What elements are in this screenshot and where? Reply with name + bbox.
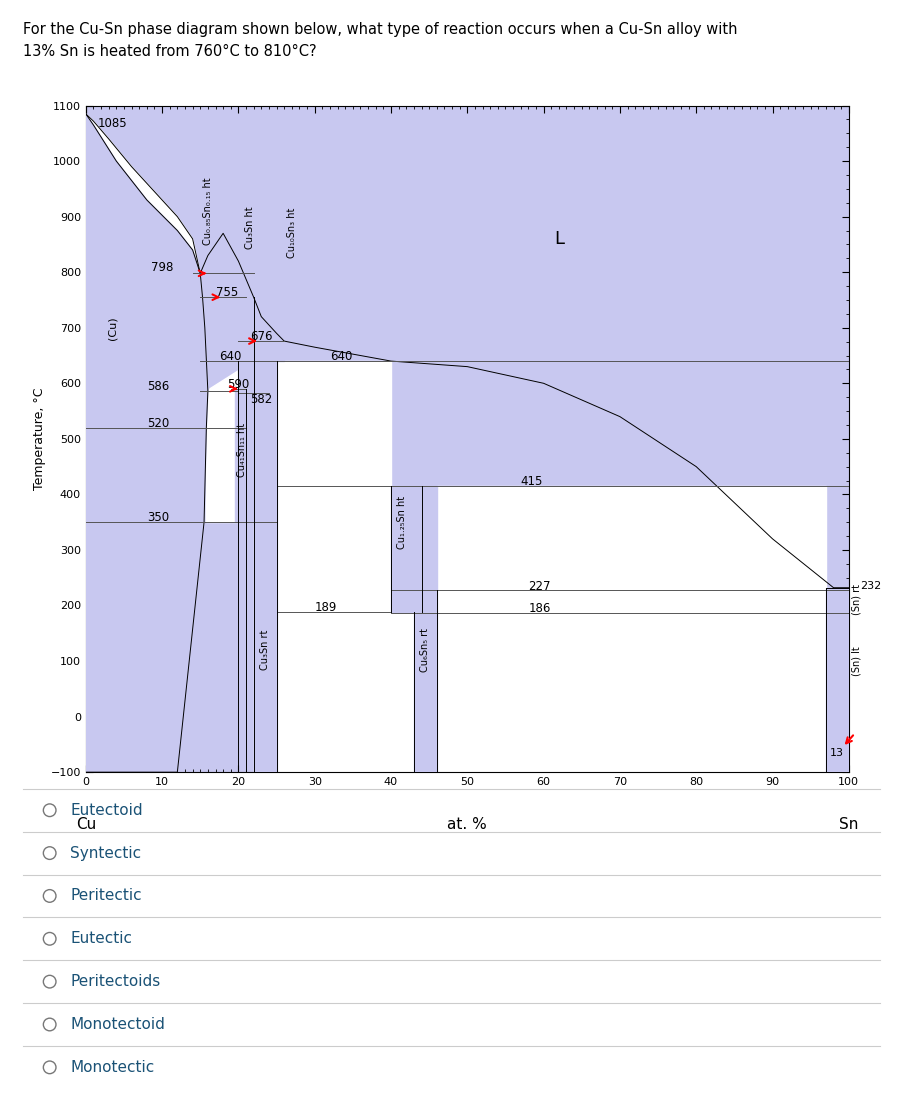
Text: 582: 582 <box>250 393 272 407</box>
Text: (Sn) lt: (Sn) lt <box>851 647 861 675</box>
Text: Cu₃Sn rt: Cu₃Sn rt <box>260 630 270 670</box>
Text: Eutectic: Eutectic <box>70 931 133 947</box>
Text: 13% Sn is heated from 760°C to 810°C?: 13% Sn is heated from 760°C to 810°C? <box>23 44 316 60</box>
Text: 640: 640 <box>219 350 242 363</box>
Text: Monotectic: Monotectic <box>70 1060 154 1074</box>
Polygon shape <box>276 361 391 611</box>
Text: (Sn) rt: (Sn) rt <box>851 584 861 615</box>
Text: 415: 415 <box>520 476 542 488</box>
Polygon shape <box>825 588 848 772</box>
Text: Cu₁₀Sn₃ ht: Cu₁₀Sn₃ ht <box>287 208 297 259</box>
Text: Peritectic: Peritectic <box>70 889 142 903</box>
Text: 590: 590 <box>226 378 249 391</box>
Y-axis label: Temperature, °C: Temperature, °C <box>33 388 46 490</box>
Text: Cu₆Sn₅ rt: Cu₆Sn₅ rt <box>419 628 430 672</box>
Polygon shape <box>86 113 207 772</box>
Text: 640: 640 <box>329 350 352 363</box>
Polygon shape <box>207 361 253 522</box>
Polygon shape <box>200 273 216 391</box>
Polygon shape <box>86 106 848 588</box>
Text: Peritectoids: Peritectoids <box>70 974 161 989</box>
Text: Syntectic: Syntectic <box>70 845 142 861</box>
Text: Sn: Sn <box>838 817 858 832</box>
Text: 586: 586 <box>147 380 169 393</box>
Polygon shape <box>253 341 284 361</box>
Polygon shape <box>86 113 202 297</box>
Text: 227: 227 <box>528 580 550 592</box>
Polygon shape <box>437 613 825 772</box>
Text: 350: 350 <box>147 511 169 524</box>
Polygon shape <box>437 486 825 613</box>
Polygon shape <box>413 486 437 772</box>
Text: 189: 189 <box>315 601 336 613</box>
Text: 13: 13 <box>829 748 842 758</box>
Polygon shape <box>276 611 413 772</box>
Text: 676: 676 <box>250 330 272 343</box>
Text: Cu₃Sn ht: Cu₃Sn ht <box>244 207 254 249</box>
Text: Cu₁.₂₅Sn ht: Cu₁.₂₅Sn ht <box>397 496 407 549</box>
Polygon shape <box>391 486 421 611</box>
Text: 520: 520 <box>147 417 169 430</box>
Polygon shape <box>235 389 245 522</box>
Polygon shape <box>207 391 238 522</box>
Text: 755: 755 <box>216 287 237 299</box>
Polygon shape <box>238 297 253 522</box>
Text: Cu₄₁Sn₁₁ ht: Cu₄₁Sn₁₁ ht <box>237 423 247 477</box>
Polygon shape <box>253 522 276 772</box>
Text: Cu₀.₈₅Sn₀.₁₅ ht: Cu₀.₈₅Sn₀.₁₅ ht <box>203 178 213 244</box>
Text: (Cu): (Cu) <box>107 316 117 340</box>
Text: For the Cu-Sn phase diagram shown below, what type of reaction occurs when a Cu-: For the Cu-Sn phase diagram shown below,… <box>23 22 736 38</box>
Text: Eutectoid: Eutectoid <box>70 803 143 818</box>
Text: Monotectoid: Monotectoid <box>70 1017 165 1032</box>
Text: L: L <box>553 230 563 248</box>
Polygon shape <box>253 361 276 772</box>
Text: 798: 798 <box>151 261 173 274</box>
Text: Cu: Cu <box>76 817 96 832</box>
Text: at. %: at. % <box>446 817 487 832</box>
Text: 232: 232 <box>860 581 880 591</box>
Text: 1085: 1085 <box>97 117 126 130</box>
Text: 186: 186 <box>528 602 550 615</box>
Polygon shape <box>86 106 848 772</box>
